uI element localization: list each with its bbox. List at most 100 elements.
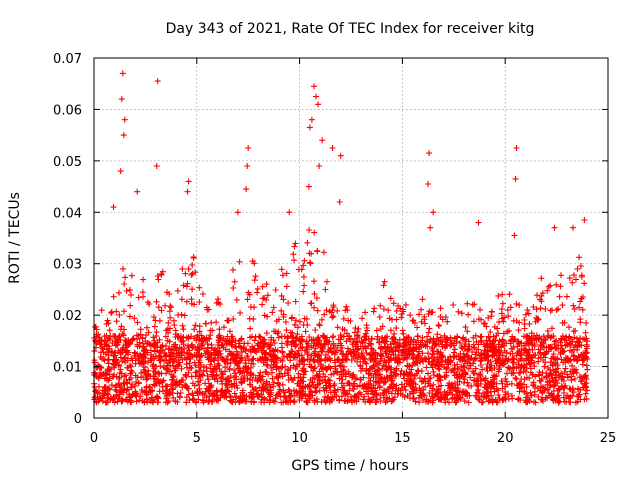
data-point [489, 339, 496, 346]
data-point [393, 325, 400, 332]
data-point [486, 381, 493, 388]
data-point [337, 363, 344, 370]
data-point [372, 370, 379, 377]
data-point [305, 183, 312, 190]
data-point [346, 333, 353, 340]
data-point [484, 367, 491, 374]
data-point [268, 351, 275, 358]
data-point [95, 383, 102, 390]
data-point [119, 346, 126, 353]
data-point [302, 383, 309, 390]
data-point [384, 343, 391, 350]
data-point [437, 305, 444, 312]
data-point [413, 370, 420, 377]
data-point [422, 383, 429, 390]
data-point [161, 350, 168, 357]
data-point [149, 394, 156, 401]
data-point [414, 324, 421, 331]
data-point [515, 340, 522, 347]
data-point [115, 362, 122, 369]
x-tick-label: 10 [291, 431, 308, 446]
data-point [228, 383, 235, 390]
data-point [238, 335, 245, 342]
data-point [463, 352, 470, 358]
data-point [465, 365, 472, 372]
data-point [537, 341, 544, 348]
data-point [322, 286, 329, 293]
data-point [149, 388, 156, 395]
data-point [513, 318, 520, 324]
data-point [513, 375, 520, 382]
data-point [151, 343, 158, 350]
data-point [434, 361, 441, 368]
data-point [434, 354, 441, 361]
data-point [518, 339, 525, 346]
data-point [213, 299, 220, 306]
data-point [96, 334, 103, 341]
data-point [123, 339, 130, 345]
data-point [197, 362, 204, 368]
x-tick-label: 20 [497, 431, 514, 446]
data-point [515, 395, 522, 402]
data-point [334, 307, 341, 314]
data-point [498, 378, 505, 384]
data-point [388, 364, 395, 371]
data-point [483, 365, 490, 372]
data-point [464, 328, 471, 335]
data-point [526, 375, 533, 382]
data-point [452, 335, 458, 342]
data-point [312, 364, 319, 371]
data-point [474, 375, 481, 382]
data-point [459, 389, 466, 396]
data-point [147, 347, 154, 354]
data-point [568, 377, 575, 384]
data-point [208, 319, 215, 326]
data-point [138, 370, 145, 377]
data-point [520, 368, 527, 375]
data-point [178, 365, 185, 372]
data-point [462, 391, 469, 398]
data-point [358, 367, 364, 374]
data-point [417, 359, 424, 366]
data-point [163, 370, 170, 377]
data-point [525, 310, 532, 317]
data-point [410, 317, 417, 324]
data-point [569, 392, 576, 399]
data-point [442, 336, 449, 343]
data-point [163, 327, 170, 334]
data-point [255, 357, 261, 364]
data-point [132, 372, 139, 379]
data-point [425, 329, 432, 336]
data-point [402, 347, 409, 354]
data-point [288, 340, 295, 346]
data-point [271, 379, 277, 386]
data-point [368, 335, 375, 342]
data-point [113, 341, 120, 348]
data-point [410, 390, 417, 397]
data-point [315, 334, 322, 341]
data-point [435, 322, 442, 328]
data-point [140, 340, 146, 347]
data-point [108, 310, 115, 316]
data-point [425, 355, 432, 362]
data-point [100, 349, 107, 356]
data-point [190, 392, 197, 399]
data-point [430, 372, 437, 378]
data-point [574, 265, 581, 272]
data-point [332, 388, 339, 394]
data-point [113, 308, 120, 315]
data-point [351, 397, 358, 404]
data-point [246, 393, 253, 400]
data-point [187, 355, 194, 362]
data-point [300, 322, 307, 328]
data-point [515, 361, 522, 368]
data-point [424, 398, 431, 405]
data-point [156, 317, 163, 324]
data-point [402, 301, 409, 308]
data-point [300, 365, 307, 372]
data-point [376, 314, 383, 321]
data-point [399, 306, 406, 313]
data-point [318, 316, 325, 323]
data-point [101, 333, 108, 340]
data-point [247, 325, 254, 332]
